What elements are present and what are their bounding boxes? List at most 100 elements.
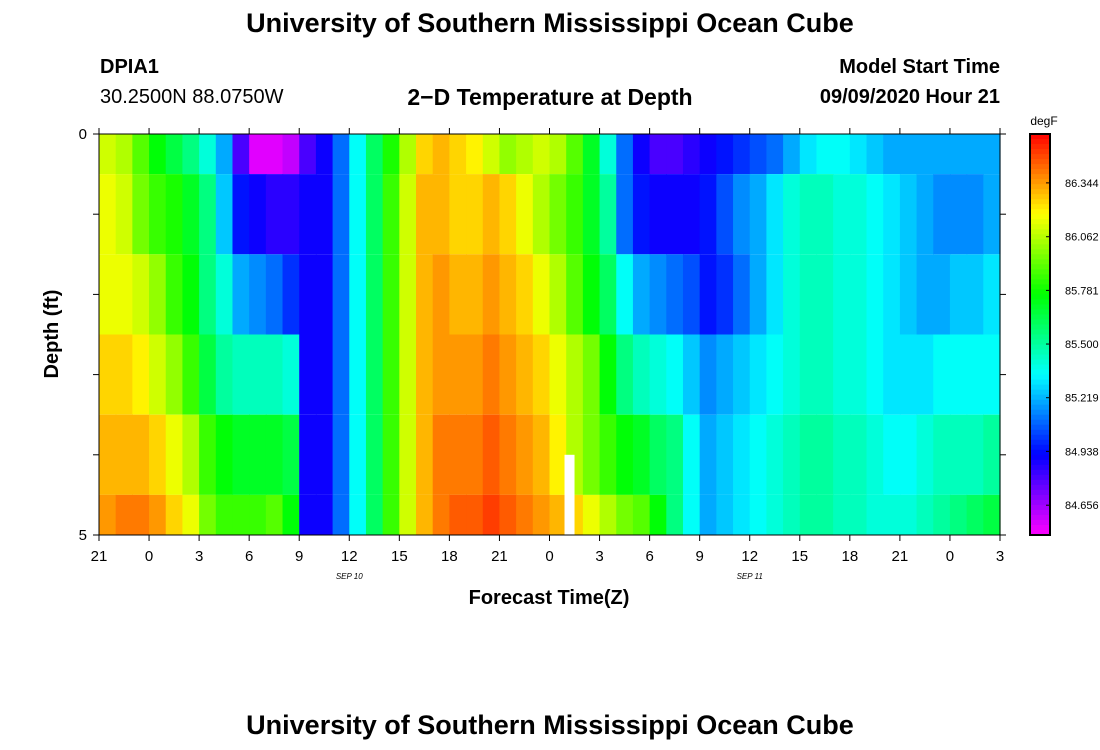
colorbar-segment — [1030, 469, 1050, 476]
heatmap-cell — [833, 334, 851, 415]
heatmap-cell — [265, 174, 284, 255]
heatmap-cell — [182, 334, 200, 415]
heatmap-cell — [716, 174, 734, 255]
heatmap-cell — [916, 134, 934, 175]
heatmap-cell — [349, 494, 367, 535]
heatmap-cell — [182, 414, 200, 495]
heatmap-cell — [115, 334, 133, 415]
heatmap-cell — [716, 334, 734, 415]
colorbar-segment — [1030, 224, 1050, 230]
heatmap-cell — [349, 134, 367, 175]
x-tick-label: 6 — [645, 548, 653, 565]
heatmap-cell — [682, 174, 701, 255]
heatmap-cell — [466, 494, 484, 535]
heatmap-cell — [599, 134, 617, 175]
heatmap-cell — [199, 494, 217, 535]
x-tick-label: 3 — [195, 548, 203, 565]
heatmap-cell — [666, 134, 684, 175]
colorbar-segment — [1030, 164, 1050, 170]
heatmap-cell — [532, 414, 551, 495]
heatmap-cell — [349, 254, 367, 335]
heatmap-cell — [466, 174, 484, 255]
y-tick-label: 5 — [79, 527, 87, 544]
heatmap-cell — [199, 254, 217, 335]
heatmap-cell — [799, 494, 818, 535]
heatmap-cell — [99, 414, 117, 495]
heatmap-cell — [849, 494, 868, 535]
heatmap-cell — [966, 174, 984, 255]
heatmap-cell — [682, 254, 701, 335]
heatmap-cell — [783, 414, 801, 495]
heatmap-cell — [265, 134, 284, 175]
heatmap-cell — [332, 414, 350, 495]
heatmap-cell — [516, 494, 534, 535]
heatmap-cell — [332, 494, 350, 535]
missing-data-gap — [564, 454, 575, 535]
heatmap-cell — [299, 414, 317, 495]
heatmap-cell — [215, 494, 234, 535]
heatmap-cell — [599, 494, 617, 535]
heatmap-cell — [482, 334, 501, 415]
heatmap-cell — [349, 334, 367, 415]
date-label: SEP 10 — [336, 572, 363, 581]
heatmap-cell — [315, 334, 334, 415]
heatmap-cell — [783, 134, 801, 175]
heatmap-cell — [315, 254, 334, 335]
colorbar-segment — [1030, 489, 1050, 496]
heatmap-cell — [265, 334, 284, 415]
x-tick-label: 18 — [441, 548, 458, 565]
colorbar-segment — [1030, 339, 1050, 346]
colorbar-segment — [1030, 459, 1050, 466]
colorbar-segment — [1030, 229, 1050, 235]
heatmap-cell — [115, 134, 133, 175]
heatmap-cell — [632, 414, 651, 495]
heatmap-cell — [883, 254, 901, 335]
colorbar-segment — [1030, 294, 1050, 301]
heatmap-cell — [632, 494, 651, 535]
heatmap-cell — [265, 254, 284, 335]
colorbar-segment — [1030, 264, 1050, 270]
heatmap-cell — [382, 134, 400, 175]
heatmap-cell — [365, 334, 384, 415]
heatmap-cell — [282, 174, 300, 255]
heatmap-cell — [816, 174, 834, 255]
heatmap-cell — [916, 254, 934, 335]
heatmap-cell — [549, 414, 567, 495]
heatmap-cell — [582, 494, 601, 535]
x-tick-label: 9 — [695, 548, 703, 565]
heatmap-cell — [249, 414, 267, 495]
heatmap-cell — [949, 414, 968, 495]
heatmap-cell — [866, 494, 884, 535]
x-tick-label: 21 — [892, 548, 909, 565]
heatmap-cell — [866, 334, 884, 415]
colorbar-segment — [1030, 274, 1050, 280]
heatmap-cell — [182, 174, 200, 255]
heatmap-cell — [99, 174, 117, 255]
heatmap-cell — [499, 134, 517, 175]
heatmap-cell — [582, 174, 601, 255]
heatmap-cell — [733, 334, 751, 415]
heatmap-cell — [149, 334, 167, 415]
x-tick-label: 0 — [946, 548, 954, 565]
x-tick-label: 0 — [545, 548, 553, 565]
heatmap-cell — [599, 414, 617, 495]
heatmap-cell — [432, 174, 450, 255]
heatmap-cell — [933, 174, 951, 255]
heatmap-cell — [115, 254, 133, 335]
colorbar-segment — [1030, 499, 1050, 506]
heatmap-cell — [532, 134, 551, 175]
heatmap-cell — [916, 414, 934, 495]
colorbar-segment — [1030, 504, 1050, 511]
heatmap-cell — [282, 134, 300, 175]
heatmap-cell — [616, 494, 634, 535]
heatmap-cell — [232, 254, 250, 335]
x-tick-label: 21 — [491, 548, 508, 565]
heatmap-cell — [199, 174, 217, 255]
heatmap-cell — [232, 334, 250, 415]
heatmap-cell — [432, 414, 450, 495]
heatmap-cell — [766, 134, 784, 175]
heatmap-cell — [532, 254, 551, 335]
x-tick-label: 3 — [996, 548, 1004, 565]
colorbar-segment — [1030, 344, 1050, 351]
colorbar-segment — [1030, 439, 1050, 446]
